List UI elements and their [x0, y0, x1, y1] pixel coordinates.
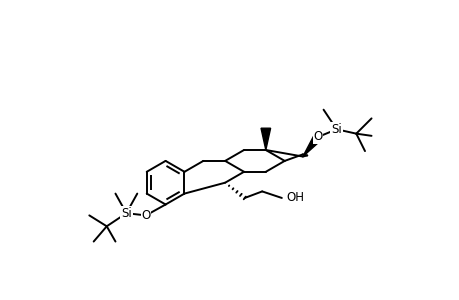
Text: Si: Si [121, 207, 131, 220]
Text: OH: OH [286, 191, 304, 205]
Text: O: O [141, 209, 150, 222]
Text: O: O [313, 130, 322, 143]
Text: Si: Si [330, 123, 341, 136]
Polygon shape [302, 134, 321, 157]
Polygon shape [260, 128, 270, 150]
